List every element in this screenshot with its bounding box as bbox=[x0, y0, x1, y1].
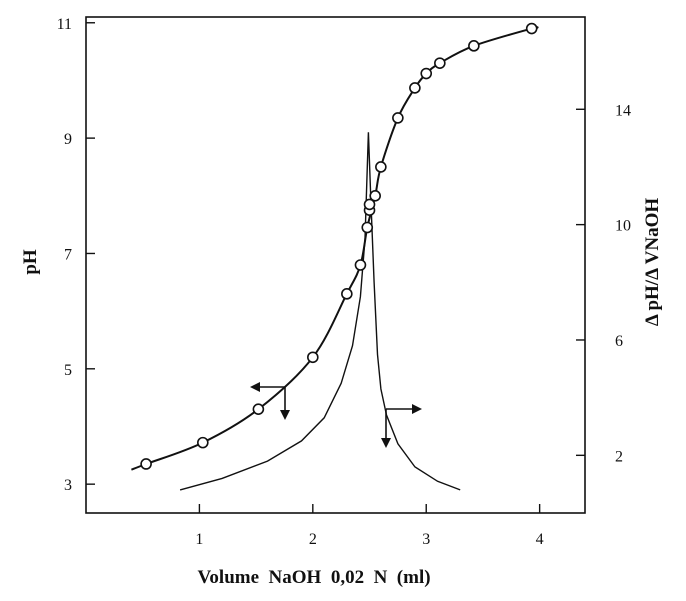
x-axis-ticks: 1 2 3 4 bbox=[195, 504, 544, 548]
right-axis-indicator-arrow bbox=[381, 404, 422, 448]
left-axis-indicator-arrow bbox=[250, 382, 290, 420]
data-point bbox=[307, 351, 319, 364]
right-axis-ticks: 2 6 10 14 bbox=[576, 102, 631, 465]
y-left-tick-label: 7 bbox=[64, 246, 72, 263]
data-point bbox=[341, 288, 353, 300]
x-tick-label: 3 bbox=[422, 531, 430, 548]
data-point bbox=[363, 198, 376, 211]
data-point bbox=[361, 221, 374, 234]
data-point bbox=[140, 458, 152, 470]
y-right-axis-title: Δ pH/Δ VNaOH bbox=[642, 198, 663, 327]
y-left-axis-title: pH bbox=[20, 249, 41, 275]
y-right-tick-label: 2 bbox=[615, 448, 623, 465]
y-left-tick-label: 3 bbox=[64, 477, 72, 494]
data-point bbox=[197, 436, 209, 449]
left-axis-ticks: 3 5 7 9 11 bbox=[57, 16, 95, 494]
derivative-curve bbox=[179, 132, 461, 491]
y-left-tick-label: 5 bbox=[64, 362, 72, 379]
y-right-tick-label: 10 bbox=[615, 218, 631, 235]
data-point bbox=[252, 403, 265, 415]
data-point bbox=[468, 40, 480, 52]
y-left-tick-label: 9 bbox=[64, 131, 72, 148]
data-point bbox=[354, 259, 367, 271]
x-tick-label: 2 bbox=[309, 531, 317, 548]
ph-data-points bbox=[140, 22, 538, 470]
y-left-tick-label: 11 bbox=[57, 16, 72, 33]
data-point bbox=[369, 189, 381, 202]
data-point bbox=[434, 57, 446, 69]
data-point bbox=[375, 161, 387, 173]
data-point bbox=[409, 82, 421, 94]
data-point bbox=[420, 67, 433, 80]
data-point bbox=[392, 112, 404, 124]
y-right-tick-label: 14 bbox=[615, 102, 631, 119]
ph-titration-curve bbox=[131, 26, 539, 471]
x-axis-title: Volume NaOH 0,02 N (ml) bbox=[197, 567, 430, 588]
data-point bbox=[525, 22, 538, 35]
x-tick-label: 1 bbox=[195, 531, 203, 548]
y-right-tick-label: 6 bbox=[615, 333, 623, 350]
x-tick-label: 4 bbox=[536, 531, 544, 548]
plot-frame bbox=[85, 16, 586, 514]
